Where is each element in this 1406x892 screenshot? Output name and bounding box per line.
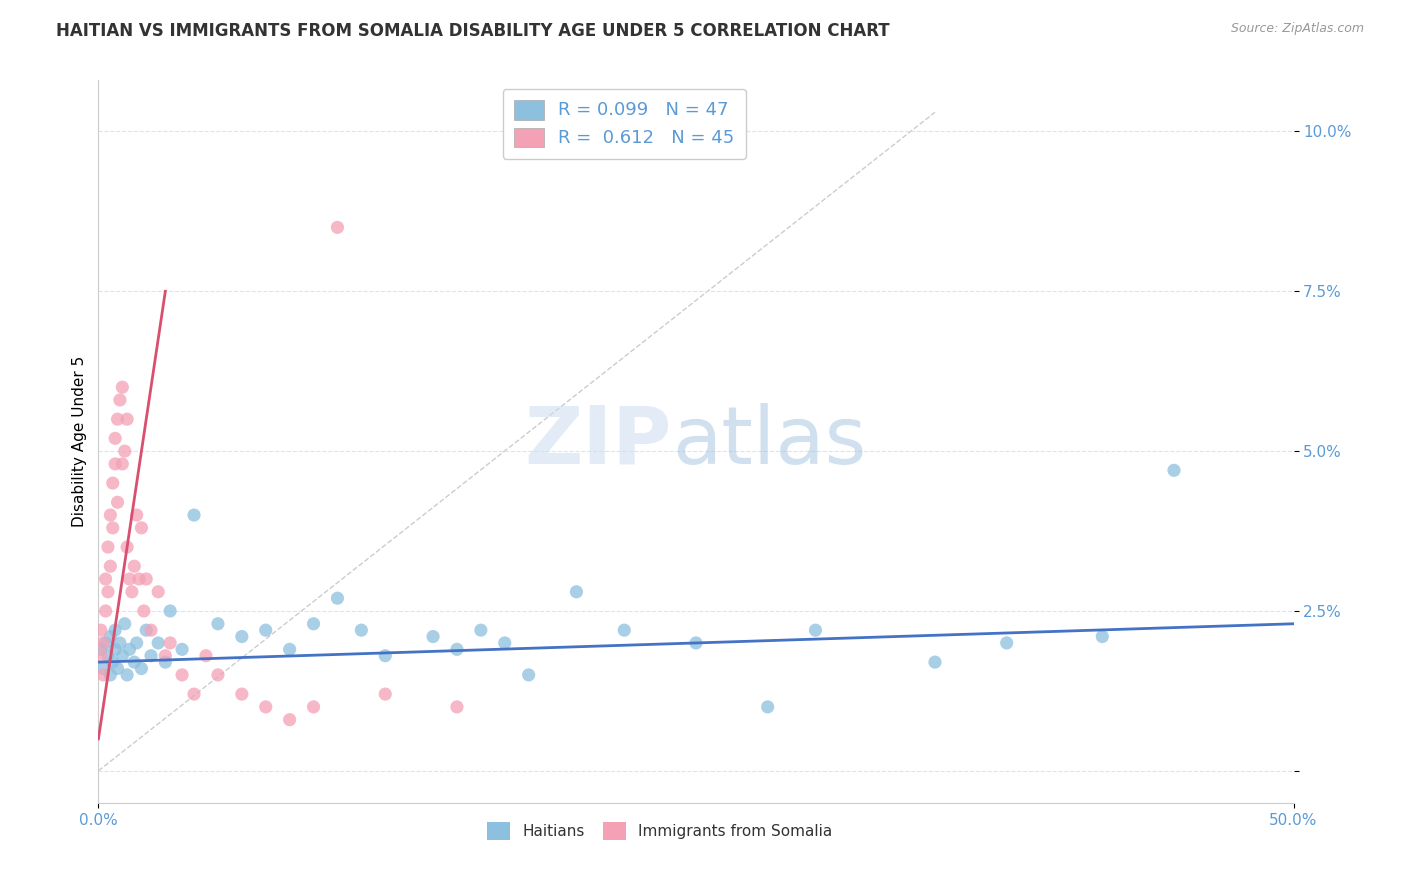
Point bbox=[804, 623, 827, 637]
Point bbox=[128, 572, 150, 586]
Point bbox=[183, 687, 205, 701]
Point bbox=[155, 648, 177, 663]
Point bbox=[94, 636, 117, 650]
Point bbox=[132, 604, 155, 618]
Point bbox=[254, 623, 277, 637]
Point bbox=[101, 476, 124, 491]
Point bbox=[302, 616, 325, 631]
Point bbox=[135, 623, 157, 637]
Point bbox=[326, 220, 349, 235]
Point bbox=[302, 699, 325, 714]
Point bbox=[104, 623, 127, 637]
Y-axis label: Disability Age Under 5: Disability Age Under 5 bbox=[72, 356, 87, 527]
Point bbox=[494, 636, 516, 650]
Point bbox=[107, 661, 129, 675]
Point bbox=[148, 636, 170, 650]
Point bbox=[94, 572, 117, 586]
Legend: Haitians, Immigrants from Somalia: Haitians, Immigrants from Somalia bbox=[481, 816, 839, 846]
Point bbox=[924, 655, 946, 669]
Point bbox=[350, 623, 373, 637]
Point bbox=[685, 636, 707, 650]
Point bbox=[111, 457, 134, 471]
Point bbox=[115, 412, 138, 426]
Point bbox=[98, 630, 122, 644]
Point bbox=[1091, 630, 1114, 644]
Point bbox=[104, 431, 127, 445]
Point bbox=[159, 636, 181, 650]
Point bbox=[98, 508, 122, 522]
Point bbox=[195, 648, 218, 663]
Point bbox=[207, 668, 229, 682]
Point bbox=[183, 508, 205, 522]
Point bbox=[172, 642, 194, 657]
Point bbox=[118, 642, 141, 657]
Point bbox=[446, 642, 468, 657]
Point bbox=[278, 713, 301, 727]
Point bbox=[1163, 463, 1185, 477]
Point bbox=[101, 655, 124, 669]
Text: HAITIAN VS IMMIGRANTS FROM SOMALIA DISABILITY AGE UNDER 5 CORRELATION CHART: HAITIAN VS IMMIGRANTS FROM SOMALIA DISAB… bbox=[56, 22, 890, 40]
Point bbox=[139, 623, 162, 637]
Point bbox=[231, 687, 253, 701]
Point bbox=[254, 699, 277, 714]
Point bbox=[111, 380, 134, 394]
Point bbox=[114, 616, 136, 631]
Point bbox=[756, 699, 779, 714]
Point bbox=[207, 616, 229, 631]
Point bbox=[135, 572, 157, 586]
Point bbox=[446, 699, 468, 714]
Point bbox=[91, 668, 114, 682]
Point bbox=[121, 584, 143, 599]
Point bbox=[172, 668, 194, 682]
Text: atlas: atlas bbox=[672, 402, 866, 481]
Point bbox=[159, 604, 181, 618]
Point bbox=[114, 444, 136, 458]
Text: Source: ZipAtlas.com: Source: ZipAtlas.com bbox=[1230, 22, 1364, 36]
Point bbox=[374, 648, 396, 663]
Point bbox=[231, 630, 253, 644]
Point bbox=[115, 540, 138, 554]
Point bbox=[90, 642, 112, 657]
Point bbox=[101, 521, 124, 535]
Point bbox=[97, 648, 120, 663]
Point bbox=[565, 584, 588, 599]
Point bbox=[97, 584, 120, 599]
Point bbox=[155, 655, 177, 669]
Point bbox=[94, 604, 117, 618]
Point bbox=[148, 584, 170, 599]
Point bbox=[278, 642, 301, 657]
Point bbox=[104, 457, 127, 471]
Point bbox=[995, 636, 1018, 650]
Point bbox=[470, 623, 492, 637]
Point bbox=[98, 559, 122, 574]
Point bbox=[124, 655, 146, 669]
Point bbox=[108, 636, 131, 650]
Point bbox=[118, 572, 141, 586]
Point bbox=[131, 521, 153, 535]
Point bbox=[91, 636, 114, 650]
Point bbox=[124, 559, 146, 574]
Point bbox=[111, 648, 134, 663]
Point bbox=[131, 661, 153, 675]
Point bbox=[125, 508, 148, 522]
Point bbox=[613, 623, 636, 637]
Point bbox=[139, 648, 162, 663]
Point bbox=[107, 495, 129, 509]
Point bbox=[98, 668, 122, 682]
Point bbox=[107, 412, 129, 426]
Point bbox=[90, 623, 112, 637]
Point bbox=[108, 392, 131, 407]
Point bbox=[97, 540, 120, 554]
Text: ZIP: ZIP bbox=[524, 402, 672, 481]
Point bbox=[115, 668, 138, 682]
Point bbox=[125, 636, 148, 650]
Point bbox=[517, 668, 540, 682]
Point bbox=[422, 630, 444, 644]
Point bbox=[90, 648, 112, 663]
Point bbox=[104, 642, 127, 657]
Point bbox=[326, 591, 349, 606]
Point bbox=[91, 661, 114, 675]
Point bbox=[374, 687, 396, 701]
